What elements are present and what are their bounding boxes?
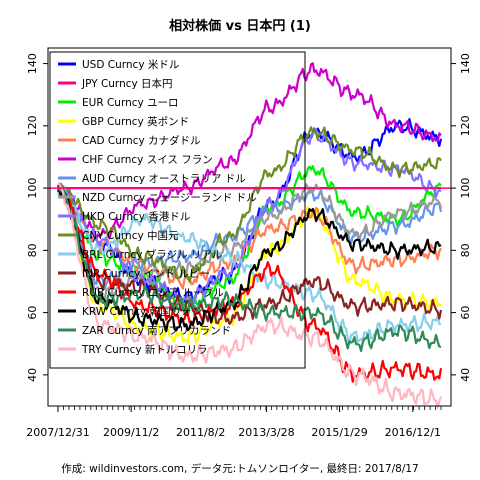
series-line-9 — [57, 126, 442, 283]
series-line-14 — [57, 186, 442, 353]
y-tick-label-left-0: 40 — [26, 368, 39, 382]
y-tick-label-right-3: 100 — [459, 178, 472, 199]
legend-label-6: AUD Curncy オーストラリア ドル — [82, 173, 246, 185]
legend-label-3: GBP Curncy 英ポンド — [82, 115, 189, 128]
chart-caption: 作成: wildinvestors.com, データ元:トムソンロイター, 最終… — [61, 462, 418, 475]
plot-lines — [56, 62, 443, 409]
legend-label-10: BRL Curncy ブラジル リアル — [82, 248, 222, 261]
y-axis-right: 40 60 80 100 120 140 — [451, 53, 472, 382]
x-tick-label-2: 2011/8/2 — [176, 426, 225, 439]
x-tick-label-4: 2015/1/29 — [311, 426, 367, 439]
legend-label-13: KRW Curncy 韓国ウォン — [82, 306, 202, 318]
legend-label-2: EUR Curncy ユーロ — [82, 97, 179, 109]
legend-label-8: HKD Curncy 香港ドル — [82, 211, 190, 223]
series-line-7 — [57, 183, 443, 302]
series-line-15 — [57, 182, 443, 409]
chart-title: 相対株価 vs 日本円 (1) — [169, 18, 311, 34]
series-line-11 — [56, 182, 443, 325]
y-axis-left: 40 60 80 100 120 140 — [26, 53, 48, 382]
y-tick-label-right-4: 120 — [459, 115, 472, 136]
legend-label-1: JPY Curncy 日本円 — [81, 77, 173, 90]
series-line-6 — [56, 187, 443, 290]
y-tick-label-left-3: 100 — [26, 178, 39, 199]
series-line-5 — [56, 62, 442, 241]
y-tick-label-right-0: 40 — [459, 368, 472, 382]
y-tick-label-left-2: 80 — [26, 243, 39, 257]
x-tick-label-5: 2016/12/1 — [385, 426, 441, 439]
legend-label-14: ZAR Curncy 南アフリカランド — [82, 324, 231, 337]
y-tick-label-left-4: 120 — [26, 115, 39, 136]
y-tick-label-right-5: 140 — [459, 53, 472, 74]
legend-box — [49, 51, 306, 369]
y-tick-label-left-1: 60 — [26, 306, 39, 320]
legend-label-4: CAD Curncy カナダドル — [82, 134, 201, 147]
legend-label-9: CNY Curncy 中国元 — [82, 229, 179, 242]
series-line-10 — [56, 185, 442, 345]
y-tick-label-left-5: 140 — [26, 53, 39, 74]
legend-label-12: RUB Curncy ロシア ルーブル — [82, 286, 224, 299]
series-line-12 — [57, 184, 443, 383]
x-tick-label-0: 2007/12/31 — [26, 426, 89, 439]
legend-label-5: CHF Curncy スイス フラン — [82, 154, 213, 166]
series-line-8 — [57, 128, 442, 307]
legend-label-0: USD Curncy 米ドル — [82, 58, 179, 71]
x-axis: 2007/12/31 2009/11/2 2011/8/2 2013/3/28 2015… — [26, 406, 442, 439]
legend-label-11: INR Curncy インド ルピー — [82, 268, 210, 280]
x-tick-label-1: 2009/11/2 — [103, 426, 159, 439]
legend-label-7: NZD Curncy ニュージーランド ドル — [82, 192, 257, 204]
legend: USD Curncy 米ドル JPY Curncy 日本円 EUR Curncy ユ… — [49, 51, 306, 369]
series-line-13 — [56, 186, 442, 333]
x-tick-label-3: 2013/3/28 — [238, 426, 294, 439]
y-tick-label-right-2: 80 — [459, 243, 472, 257]
legend-label-15: TRY Curncy 新トルコリラ — [81, 343, 208, 356]
y-tick-label-right-1: 60 — [459, 306, 472, 320]
